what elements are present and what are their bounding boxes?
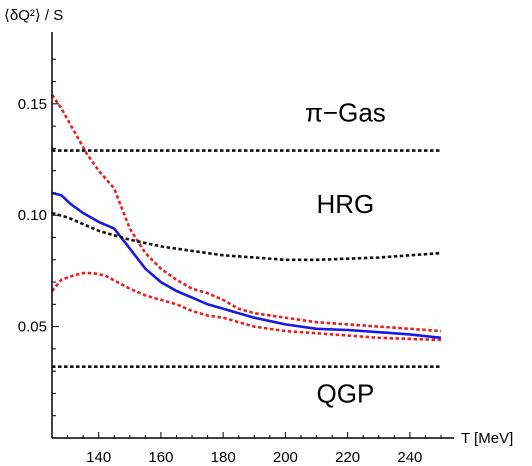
series-band-lower (50, 271, 442, 342)
y-tick-label: 0.15 (18, 96, 47, 113)
annotations: π−Gas HRG QGP (305, 98, 386, 409)
y-axis-title: ⟨δQ²⟩ / S (4, 7, 63, 24)
x-tick-label: 160 (148, 449, 173, 466)
series-band-upper (50, 94, 442, 333)
x-axis-title: T [MeV] (461, 430, 513, 447)
x-tick-label: 200 (273, 449, 298, 466)
annotation-label: QGP (317, 378, 375, 408)
x-tick-label: 140 (86, 449, 111, 466)
annotation-label: π−Gas (305, 98, 386, 128)
plot-lines (50, 94, 442, 368)
x-tick-label: 240 (397, 449, 422, 466)
y-tick-label: 0.10 (18, 207, 47, 224)
y-tick-label: 0.05 (18, 319, 47, 336)
x-tick-label: 220 (335, 449, 360, 466)
axis-ticks: 140 160 180 200 220 240 0.05 0.10 0.15 (18, 58, 442, 466)
x-tick-label: 180 (211, 449, 236, 466)
series-central (51, 191, 442, 340)
series-reference-hrg (51, 211, 442, 262)
annotation-label: HRG (317, 189, 375, 219)
